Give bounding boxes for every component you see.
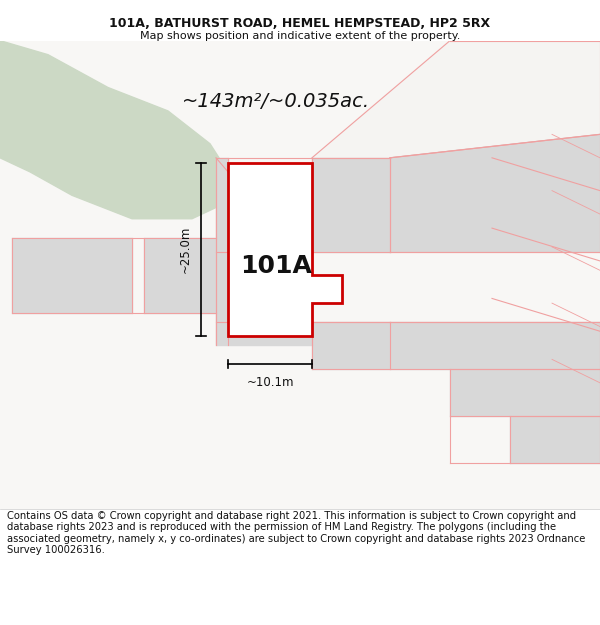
Polygon shape (312, 322, 390, 369)
Text: ~25.0m: ~25.0m (179, 226, 192, 273)
Polygon shape (228, 162, 342, 336)
Polygon shape (12, 238, 132, 312)
Text: 101A, BATHURST ROAD, HEMEL HEMPSTEAD, HP2 5RX: 101A, BATHURST ROAD, HEMEL HEMPSTEAD, HP… (109, 18, 491, 30)
Text: Map shows position and indicative extent of the property.: Map shows position and indicative extent… (140, 31, 460, 41)
Polygon shape (510, 416, 600, 462)
Polygon shape (312, 41, 600, 158)
Polygon shape (216, 158, 228, 345)
Polygon shape (390, 134, 600, 251)
Polygon shape (450, 369, 600, 416)
Polygon shape (0, 41, 600, 509)
Polygon shape (312, 158, 390, 251)
Text: ~143m²/~0.035ac.: ~143m²/~0.035ac. (182, 92, 370, 111)
Text: ~10.1m: ~10.1m (246, 376, 294, 389)
Text: 101A: 101A (240, 254, 312, 278)
Polygon shape (0, 41, 228, 219)
Text: Contains OS data © Crown copyright and database right 2021. This information is : Contains OS data © Crown copyright and d… (7, 511, 586, 556)
Polygon shape (390, 322, 600, 369)
Polygon shape (144, 238, 216, 312)
Polygon shape (228, 322, 312, 345)
